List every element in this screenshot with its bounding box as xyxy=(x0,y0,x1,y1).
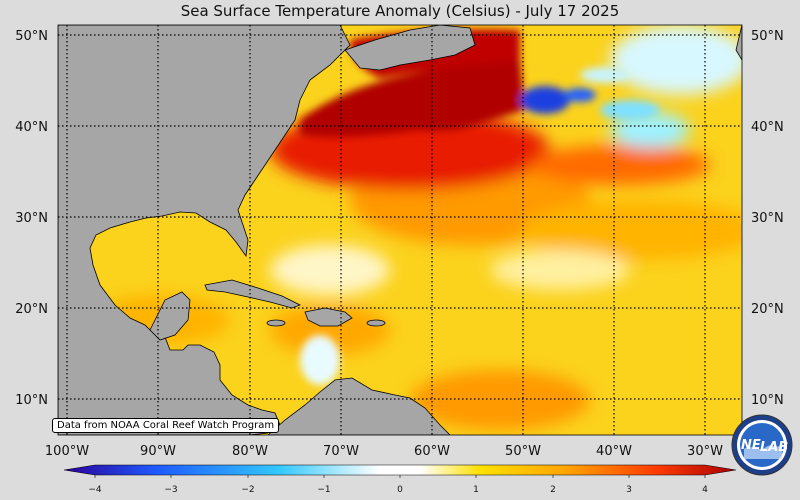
colorbar-tick-label: 3 xyxy=(626,485,632,495)
lat-label: 40°N xyxy=(751,120,784,135)
jamaica xyxy=(266,319,286,327)
cold-patch xyxy=(564,88,596,102)
colorbar-tick-label: 4 xyxy=(702,485,708,495)
colorbar-tick-label: −3 xyxy=(164,485,177,495)
cold-patch xyxy=(520,86,570,114)
colorbar-tick-label: 0 xyxy=(397,485,403,495)
lon-label: 90°W xyxy=(140,444,176,459)
data-credit: Data from NOAA Coral Reef Watch Program xyxy=(52,418,280,433)
lat-label: 20°N xyxy=(751,302,784,317)
lat-label: 50°N xyxy=(751,29,784,44)
lat-label: 30°N xyxy=(751,211,784,226)
cool-patch xyxy=(270,245,390,295)
graticule xyxy=(58,25,742,435)
latitude-labels-right: 50°N 40°N 30°N 20°N 10°N xyxy=(751,29,784,408)
lon-label: 80°W xyxy=(232,444,268,459)
map-title: Sea Surface Temperature Anomaly (Celsius… xyxy=(180,2,620,20)
map-area xyxy=(58,25,742,435)
logo-text-left: NE xyxy=(741,438,761,453)
lat-label: 50°N xyxy=(15,29,48,44)
lon-label: 40°W xyxy=(596,444,632,459)
cool-patch xyxy=(490,250,630,290)
cool-patch xyxy=(600,100,660,120)
south-america xyxy=(267,377,451,435)
hot-patch xyxy=(530,145,710,185)
warm-patch xyxy=(410,370,590,430)
puerto-rico xyxy=(366,319,386,327)
lon-label: 100°W xyxy=(45,444,89,459)
colorbar-tick-label: 1 xyxy=(473,485,479,495)
lon-label: 30°W xyxy=(687,444,723,459)
lon-label: 50°W xyxy=(505,444,541,459)
warm-patch xyxy=(270,305,390,355)
colorbar-tick-label: −4 xyxy=(88,485,102,495)
cuba xyxy=(204,279,301,309)
hispaniola xyxy=(304,307,353,327)
nesdis-lab-logo-icon: NE LAB xyxy=(731,414,793,476)
colorbar-tick-label: 2 xyxy=(550,485,556,495)
lat-label: 10°N xyxy=(15,393,48,408)
land-masses xyxy=(58,25,742,435)
cool-patch xyxy=(300,335,340,385)
colorbar-tick-label: −1 xyxy=(317,485,330,495)
lat-label: 20°N xyxy=(15,302,48,317)
warm-patch xyxy=(520,200,742,260)
latitude-labels-left: 50°N 40°N 30°N 20°N 10°N xyxy=(15,29,48,408)
map-frame xyxy=(57,24,743,436)
north-america xyxy=(58,25,351,435)
colorbar: −4 −3 −2 −1 0 1 2 3 4 xyxy=(63,464,737,495)
lat-label: 40°N xyxy=(15,120,48,135)
extreme-warm-patch xyxy=(300,58,525,138)
colorbar-bar xyxy=(63,464,737,476)
lat-label: 30°N xyxy=(15,211,48,226)
colorbar-tick-label: −2 xyxy=(241,485,254,495)
europe-edge xyxy=(735,25,742,61)
cool-patch xyxy=(580,67,630,83)
lon-label: 60°W xyxy=(414,444,450,459)
longitude-labels: 100°W 90°W 80°W 70°W 60°W 50°W 40°W 30°W xyxy=(45,444,723,459)
lon-label: 70°W xyxy=(323,444,359,459)
atlantic-canada xyxy=(344,25,476,71)
logo-text-right: LAB xyxy=(760,440,788,455)
yucatan xyxy=(149,291,191,341)
lat-label: 10°N xyxy=(751,393,784,408)
cool-patch xyxy=(610,25,742,95)
cool-patch xyxy=(610,112,690,148)
colorbar-ticks xyxy=(94,475,706,478)
